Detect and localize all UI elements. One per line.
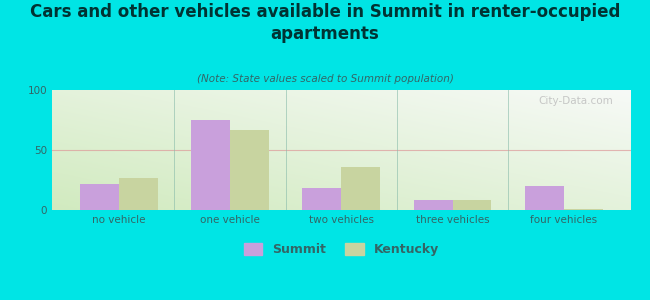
Bar [191, 120, 230, 210]
Text: (Note: State values scaled to Summit population): (Note: State values scaled to Summit pop… [196, 74, 454, 83]
Bar [230, 130, 269, 210]
Text: City-Data.com: City-Data.com [538, 96, 613, 106]
Text: Cars and other vehicles available in Summit in renter-occupied
apartments: Cars and other vehicles available in Sum… [30, 3, 620, 43]
Bar [452, 200, 491, 210]
Bar [341, 167, 380, 210]
Bar [119, 178, 158, 210]
Legend: Summit, Kentucky: Summit, Kentucky [239, 238, 444, 261]
Bar [413, 200, 452, 210]
Bar [302, 188, 341, 210]
Bar [80, 184, 119, 210]
Bar [525, 186, 564, 210]
Bar [564, 209, 603, 210]
